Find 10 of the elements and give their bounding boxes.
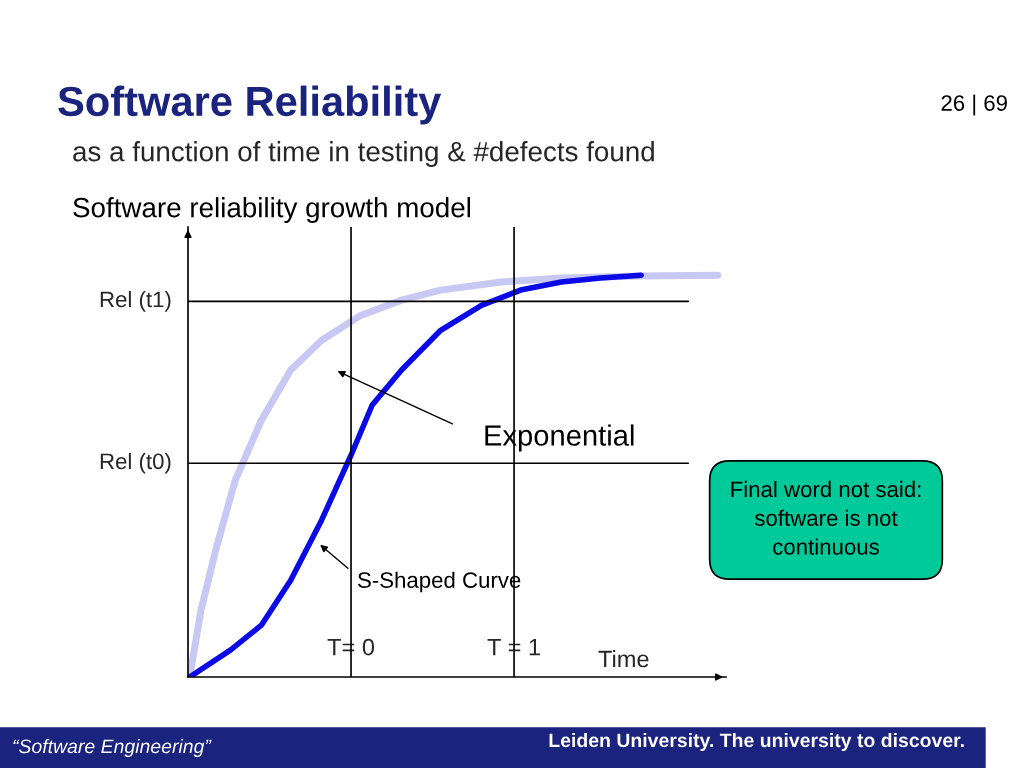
- ref-line-label: Rel (t0): [100, 452, 171, 474]
- text: Software reliability growth model: [73, 197, 470, 223]
- text: Final word not said: software is not continuous: [731, 480, 921, 555]
- ref-line-label: Rel (t1): [100, 290, 171, 312]
- text: 26 | 69: [941, 94, 1007, 116]
- text: Leiden University. The university to discover.: [549, 732, 964, 752]
- x-axis-title: Time: [598, 650, 649, 668]
- text: “Software Engineering”: [13, 738, 212, 758]
- chart-title: Software Reliability: [58, 85, 442, 125]
- chart-subtitle: as a function of time in testing & #defects found: [73, 141, 654, 167]
